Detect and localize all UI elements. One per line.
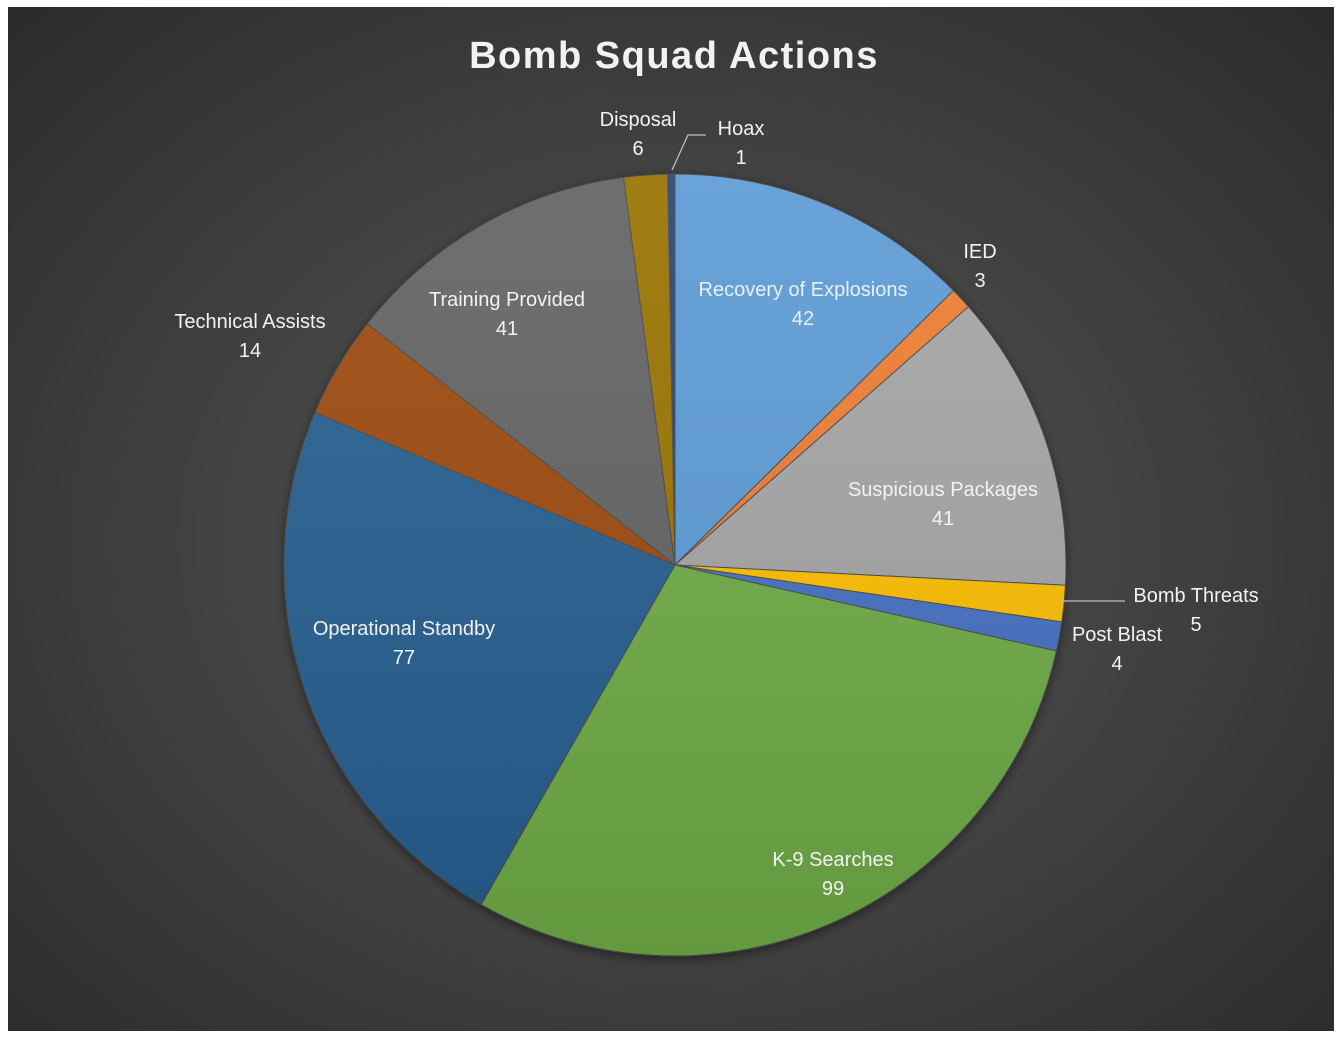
slice-label-value: 41: [932, 508, 954, 530]
slice-label-disposal: Disposal 6: [600, 109, 677, 160]
slice-labels: Recovery of Explosions 42 IED 3 Suspicious P…: [174, 109, 1258, 900]
slice-label-value: 3: [974, 270, 985, 292]
slice-label-name: Technical Assists: [174, 311, 325, 333]
slice-label-training-provided: Training Provided 41: [429, 289, 585, 340]
slice-label-name: Recovery of Explosions: [699, 279, 908, 301]
slice-label-value: 4: [1111, 653, 1122, 675]
slice-label-post-blast: Post Blast 4: [1072, 624, 1162, 675]
slice-label-value: 5: [1190, 614, 1201, 636]
slice-label-name: Operational Standby: [313, 618, 495, 640]
slice-label-name: Bomb Threats: [1133, 585, 1258, 607]
slice-label-ied: IED 3: [963, 241, 996, 292]
slice-label-value: 14: [239, 340, 261, 362]
slice-label-value: 77: [393, 647, 415, 669]
slice-label-value: 99: [822, 878, 844, 900]
slice-label-operational-standby: Operational Standby 77: [313, 618, 495, 669]
chart-title: Bomb Squad Actions: [469, 35, 879, 77]
slice-label-name: Training Provided: [429, 289, 585, 311]
slice-label-recovery-of-explosions: Recovery of Explosions 42: [699, 279, 908, 330]
slice-label-value: 6: [632, 138, 643, 160]
slice-label-name: K-9 Searches: [772, 849, 893, 871]
leader-line-hoax: [671, 134, 706, 171]
slice-label-hoax: Hoax 1: [718, 118, 765, 169]
slice-label-value: 42: [792, 308, 814, 330]
slice-label-name: Suspicious Packages: [848, 479, 1038, 501]
slice-label-name: Hoax: [718, 118, 765, 140]
slice-label-suspicious-packages: Suspicious Packages 41: [848, 479, 1038, 530]
slice-label-value: 41: [496, 318, 518, 340]
slice-label-name: Post Blast: [1072, 624, 1162, 646]
pie-slices: [283, 173, 1067, 957]
slice-label-value: 1: [735, 147, 746, 169]
slice-label-k-9-searches: K-9 Searches 99: [772, 849, 893, 900]
leader-lines: [671, 134, 1125, 602]
slice-label-name: Disposal: [600, 109, 677, 131]
slice-label-bomb-threats: Bomb Threats 5: [1133, 585, 1258, 636]
slice-label-technical-assists: Technical Assists 14: [174, 311, 325, 362]
slice-label-name: IED: [963, 241, 996, 263]
